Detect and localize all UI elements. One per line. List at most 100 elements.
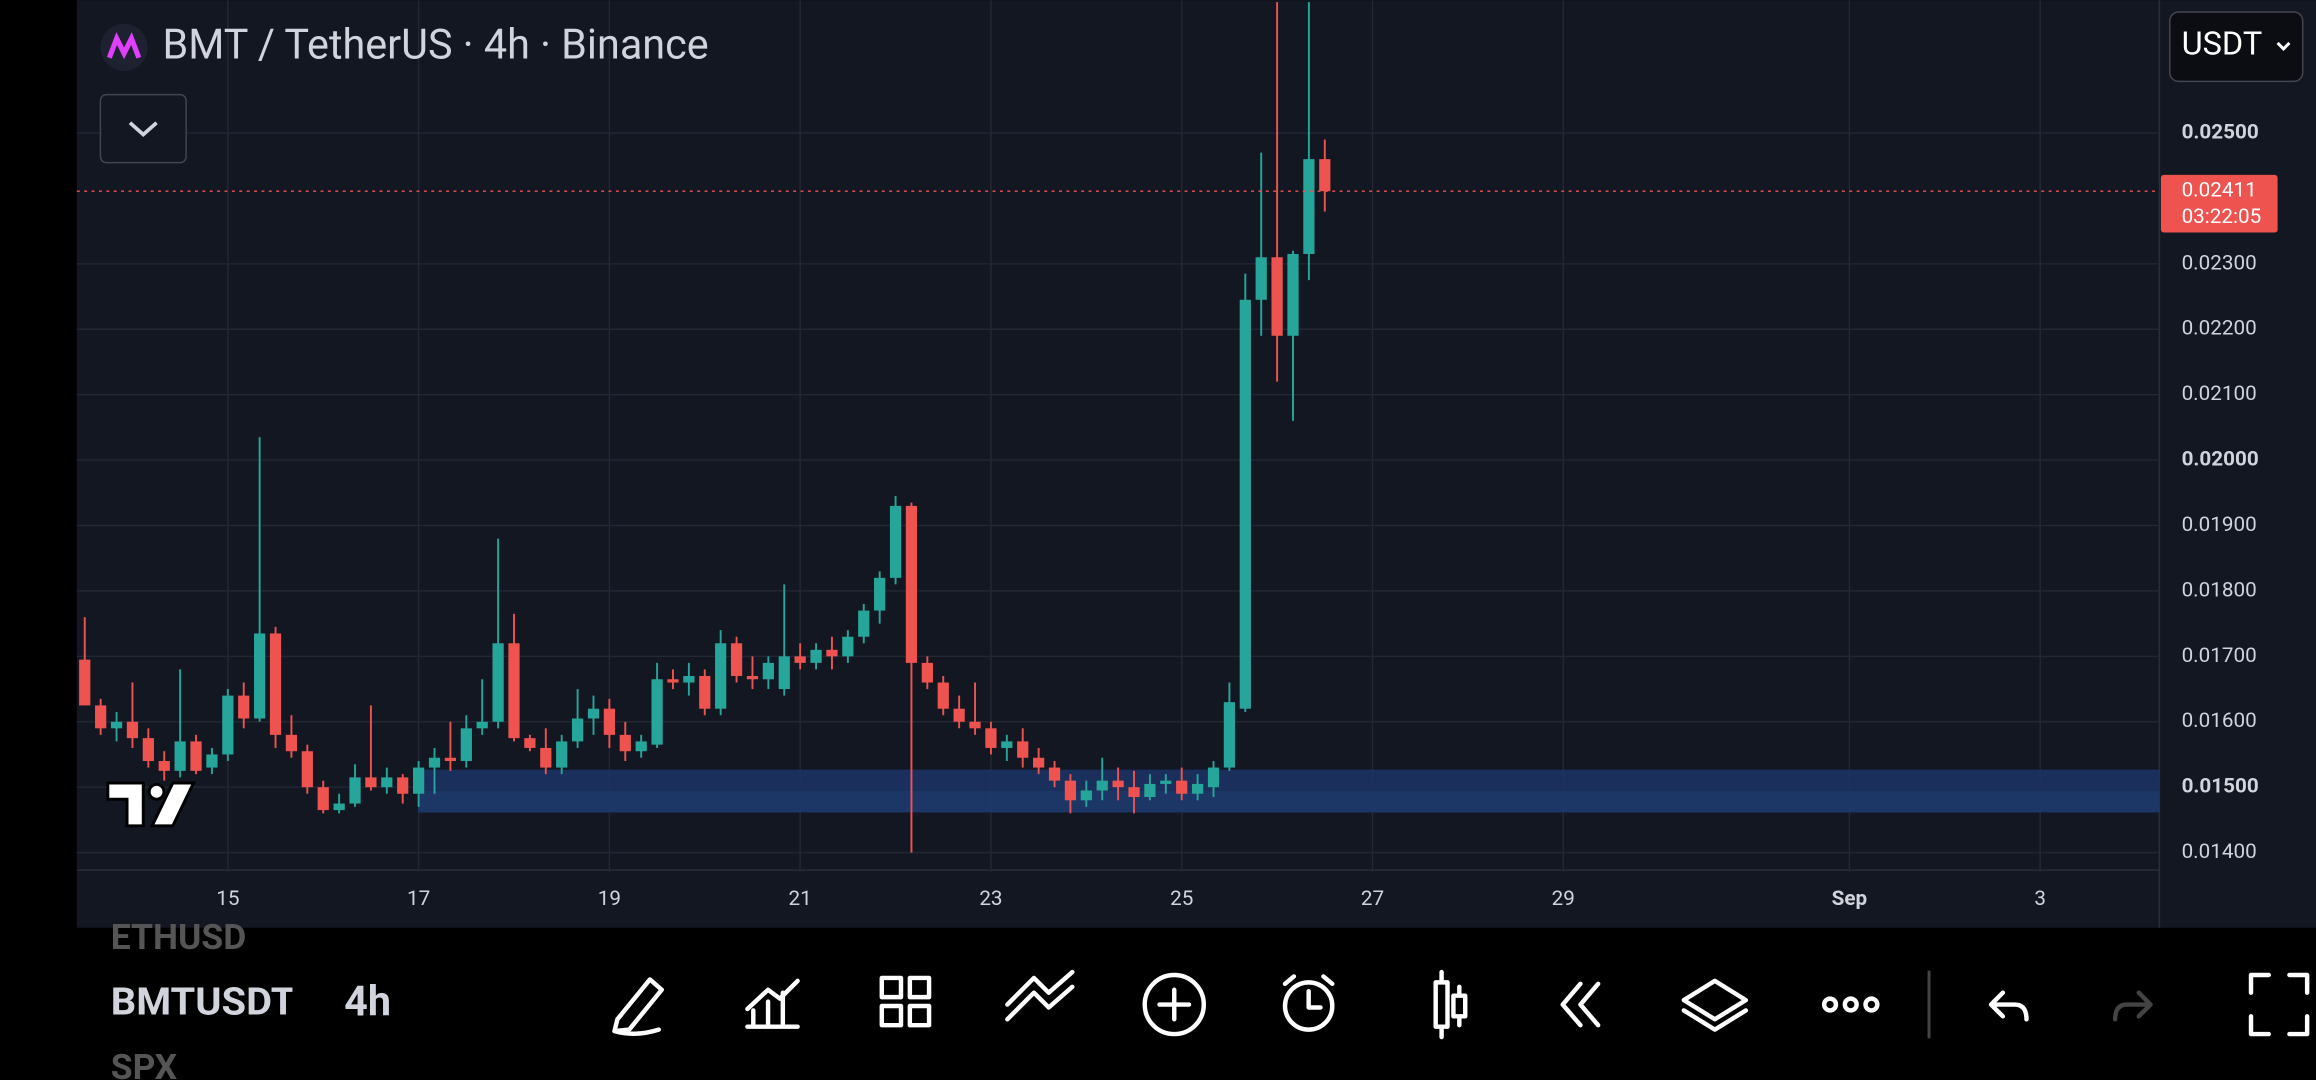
- candles: [76, 2, 2160, 853]
- add-plus: [1157, 987, 1192, 1022]
- draw-icon[interactable]: [612, 977, 664, 1036]
- candle-body: [1017, 741, 1029, 758]
- candle-body: [937, 682, 949, 709]
- more-dot[interactable]: [1842, 996, 1859, 1013]
- logo-glyph: [106, 32, 142, 60]
- add-icon[interactable]: [1142, 972, 1207, 1037]
- axis-labels: 0.01400 0.01500 0.01600 0.01700 0.01800 0.019…: [216, 120, 2278, 911]
- candle-body: [810, 649, 822, 663]
- candle-body: [730, 643, 743, 676]
- bar-style-icon[interactable]: [1433, 969, 1468, 1040]
- currency-chevron: [2276, 41, 2291, 51]
- candle-body: [428, 757, 441, 768]
- candle-body: [1112, 780, 1124, 788]
- candle-body: [110, 721, 123, 729]
- symbol-logo: [100, 23, 148, 72]
- last-price-tag: [2160, 174, 2278, 233]
- y-tick-label: 0.01600: [2182, 709, 2257, 733]
- countdown-label: 03:22:05: [2182, 205, 2262, 229]
- candle-body: [1128, 787, 1140, 798]
- y-tick-label: 0.02100: [2182, 382, 2257, 406]
- candle-body: [1096, 780, 1108, 791]
- candle-body: [699, 675, 711, 709]
- candle-body: [1239, 299, 1251, 709]
- candle-body: [95, 705, 107, 729]
- tv-logo: [106, 781, 196, 828]
- layers-icon[interactable]: [1681, 978, 1749, 1032]
- currency-label: USDT: [2182, 25, 2263, 63]
- candle-body: [381, 777, 393, 788]
- candle-body: [238, 695, 250, 719]
- candle-body: [126, 721, 139, 739]
- fullscreen-icon[interactable]: [2248, 972, 2310, 1037]
- interval[interactable]: 4h: [344, 978, 391, 1026]
- candle-body: [905, 505, 918, 663]
- symbol-list-item[interactable]: SPX: [111, 1046, 178, 1080]
- candle-body: [778, 656, 790, 690]
- candle-body: [1223, 702, 1236, 768]
- candle-body: [142, 738, 154, 762]
- x-tick-label: 25: [1170, 887, 1193, 911]
- candle-body: [1303, 159, 1315, 254]
- collapse-button[interactable]: [99, 93, 187, 164]
- symbol-list-item[interactable]: ETHUSD: [111, 916, 246, 958]
- chart-title: BMT / TetherUS · 4h · Binance: [162, 21, 708, 69]
- range-zone: [418, 769, 2160, 791]
- candle-body: [969, 721, 981, 729]
- x-tick-label: 21: [789, 887, 812, 911]
- y-tick-label: 0.01700: [2182, 644, 2257, 668]
- candle-body: [254, 633, 266, 719]
- x-tick-label: 17: [407, 887, 430, 911]
- y-tick-label: 0.01500: [2182, 775, 2259, 799]
- candle-body: [301, 751, 313, 788]
- candle-body: [1144, 783, 1156, 798]
- y-tick-label: 0.02200: [2182, 317, 2257, 341]
- candle-body: [762, 662, 774, 680]
- y-tick-label: 0.01800: [2182, 578, 2257, 602]
- currency-button[interactable]: [2169, 11, 2304, 83]
- candle-body: [317, 787, 329, 811]
- candle-body: [365, 777, 377, 788]
- chevron-icon: [128, 121, 158, 138]
- undo-icon[interactable]: [1988, 990, 2029, 1022]
- candle-body: [158, 761, 170, 771]
- candle-body: [1064, 780, 1077, 801]
- y-tick-label: 0.01400: [2182, 840, 2257, 864]
- logo-part: [147, 782, 166, 801]
- more-dot[interactable]: [1821, 996, 1839, 1013]
- candle-body: [412, 767, 425, 794]
- candle-body: [746, 675, 759, 680]
- more-dot[interactable]: [1863, 996, 1880, 1013]
- candle-body: [444, 757, 457, 762]
- logo-part: [149, 781, 196, 828]
- candle-body: [556, 741, 568, 768]
- candle-body: [190, 741, 202, 771]
- candle-body: [603, 708, 615, 735]
- replay-icon[interactable]: [1560, 981, 1601, 1028]
- symbol-current[interactable]: BMTUSDT: [111, 980, 296, 1025]
- price-axis: [2159, 0, 2316, 928]
- alert-icon[interactable]: [1282, 980, 1335, 1032]
- candle-body: [571, 718, 584, 742]
- y-tick-label: 0.02300: [2182, 251, 2257, 275]
- candle-body: [269, 633, 282, 735]
- candle-body: [667, 679, 679, 683]
- candle-body: [285, 734, 298, 752]
- redo-icon[interactable]: [2112, 990, 2153, 1022]
- trend-icon[interactable]: [1005, 969, 1075, 1022]
- candle-body: [1176, 780, 1188, 794]
- y-tick-label: 0.01900: [2182, 513, 2257, 537]
- x-tick-label: 15: [216, 887, 239, 911]
- alert-hands: [1282, 974, 1335, 1010]
- candle-body: [79, 659, 91, 706]
- indicators-icon[interactable]: [745, 978, 800, 1029]
- candle-body: [1319, 159, 1331, 192]
- candle-body: [587, 708, 600, 719]
- candle-body: [1287, 253, 1299, 336]
- layouts-icon[interactable]: [879, 975, 932, 1028]
- candle-body: [1191, 783, 1204, 794]
- candle-body: [492, 643, 504, 722]
- candle-body: [1048, 767, 1061, 781]
- candle-body: [985, 728, 997, 748]
